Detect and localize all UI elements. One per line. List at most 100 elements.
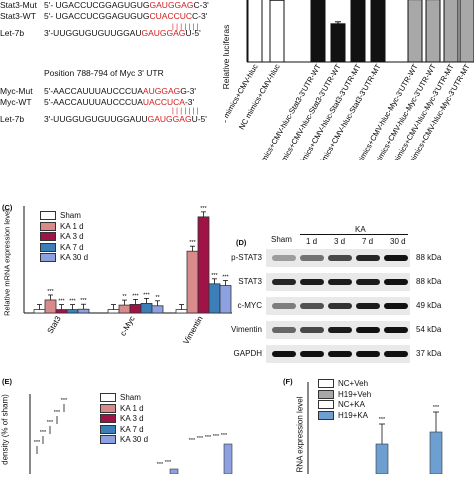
protein-band <box>328 327 352 333</box>
bar <box>425 0 441 63</box>
protein-band <box>300 351 324 357</box>
bar <box>310 0 326 63</box>
bar <box>55 309 68 314</box>
significance-stars: *** <box>222 275 229 281</box>
seq-seed: GAUGGAG <box>147 114 192 124</box>
seq-prefix: 5'-AACCAUUUAUCCCUA <box>44 86 143 96</box>
seq-prefix: 5'- UGACCUCGGAGUGUG <box>44 11 150 21</box>
bar <box>429 431 443 474</box>
protein-band <box>384 351 408 357</box>
mw-label: 54 kDa <box>416 325 442 334</box>
ka-bracket <box>300 234 408 235</box>
legend-swatch <box>40 211 56 221</box>
legend-label: KA 7 d <box>120 424 144 434</box>
significance-stars: *** <box>221 433 228 439</box>
protein-band <box>300 303 324 309</box>
significance-stars: *** <box>189 438 196 444</box>
x-tick-label: NC mimics+CMV-hluc <box>237 62 282 131</box>
legend-item: NC+KA <box>318 400 365 410</box>
seq-suffix: -3' <box>184 97 195 107</box>
significance-stars: *** <box>189 240 196 246</box>
protein-label: STAT3 <box>238 277 262 286</box>
significance-stars: *** <box>433 405 440 411</box>
bar <box>443 0 459 63</box>
bar <box>370 0 386 63</box>
seq-prefix: 3'-UUGGUGUGUUGGAU <box>44 28 142 38</box>
legend-label: NC+KA <box>338 400 365 409</box>
legend-swatch <box>318 410 334 420</box>
significance-stars: *** <box>58 299 65 305</box>
seq-label: Myc-WT <box>0 97 32 107</box>
panel-c-letter: (C) <box>2 203 13 212</box>
bar <box>118 304 131 314</box>
seq-prefix: 5'-AACCAUUUAUCCCUA <box>44 97 143 107</box>
protein-band <box>300 255 324 261</box>
bar <box>375 443 389 474</box>
seq-prefix: 3'-UUGGUGUGUUGGAUU <box>44 114 148 124</box>
protein-band <box>356 351 380 357</box>
protein-band <box>328 255 352 261</box>
legend-item: KA 30 d <box>40 253 89 263</box>
panel-d-letter: (D) <box>236 238 247 247</box>
bar <box>44 299 57 314</box>
significance-stars: *** <box>61 398 68 404</box>
seq-text: 5'-AACCAUUUAUCCCUAAUGGAGG-3' <box>44 86 196 96</box>
base-pair-lines: ||||||| <box>172 24 201 31</box>
protein-band <box>272 327 296 333</box>
legend-swatch <box>318 379 334 389</box>
seq-seed: AUGGAG <box>142 86 181 96</box>
bar <box>129 304 142 314</box>
legend-swatch <box>100 393 116 403</box>
legend-swatch <box>40 232 56 242</box>
significance-stars: *** <box>40 430 47 436</box>
x-tick-label: Stat3 <box>46 314 63 335</box>
seq-text: 5'- UGACCUCGGAGUGUGGAUGGAGC-3' <box>44 0 209 10</box>
legend-swatch <box>40 242 56 252</box>
base-pair-lines: ||||||| <box>172 108 201 115</box>
protein-label: Vimentin <box>231 325 262 334</box>
protein-band <box>328 279 352 285</box>
significance-stars: *** <box>80 298 87 304</box>
bar <box>169 468 179 474</box>
bar <box>269 0 285 63</box>
legend-item: KA 3 d <box>100 414 144 424</box>
density-chart: ****************** ****** *** *** *** *** <box>29 394 233 474</box>
protein-band <box>300 279 324 285</box>
significance-stars: *** <box>47 289 54 295</box>
legend-item: KA 1 d <box>100 404 144 413</box>
seq-seed: GAUGGAG <box>149 0 194 10</box>
legend-item: KA 7 d <box>100 425 144 434</box>
significance-stars: *** <box>34 440 41 446</box>
bar <box>66 309 79 314</box>
legend-label: KA 30 d <box>120 435 149 444</box>
legend-item: H19+Veh <box>318 390 371 399</box>
legend-label: Sham <box>120 393 141 402</box>
mw-label: 88 kDa <box>416 277 442 286</box>
seq-label: Stat3-WT <box>0 11 36 21</box>
panel-f-letter: (F) <box>283 377 293 386</box>
bar <box>197 216 210 314</box>
significance-stars: *** <box>213 434 220 440</box>
protein-band <box>356 279 380 285</box>
protein-label: c-MYC <box>237 301 262 310</box>
bar <box>223 443 233 474</box>
sham-label: Sham <box>271 235 292 244</box>
legend-swatch <box>40 253 56 263</box>
legend-swatch <box>318 389 334 399</box>
bar <box>77 308 90 314</box>
legend-label: H19+KA <box>338 410 369 420</box>
seq-label: Myc-Mut <box>0 86 33 96</box>
x-tick-label: c-Myc <box>118 315 136 338</box>
protein-band <box>356 327 380 333</box>
bar <box>107 309 120 314</box>
legend-item: NC+Veh <box>318 379 368 389</box>
legend-label: KA 30 d <box>60 253 89 262</box>
legend-label: KA 7 d <box>60 242 84 252</box>
x-tick-label: Vimentin <box>181 315 204 346</box>
mrna-chart: ****** *** ***Stat3** *** *** **c-Myc********… <box>23 206 232 346</box>
significance-stars: *** <box>54 410 61 416</box>
seq-prefix: 5'- UGACCUCGGAGUGUG <box>44 0 150 10</box>
legend-label: KA 3 d <box>60 232 84 241</box>
protein-band <box>384 303 408 309</box>
significance-stars: *** <box>379 417 386 423</box>
